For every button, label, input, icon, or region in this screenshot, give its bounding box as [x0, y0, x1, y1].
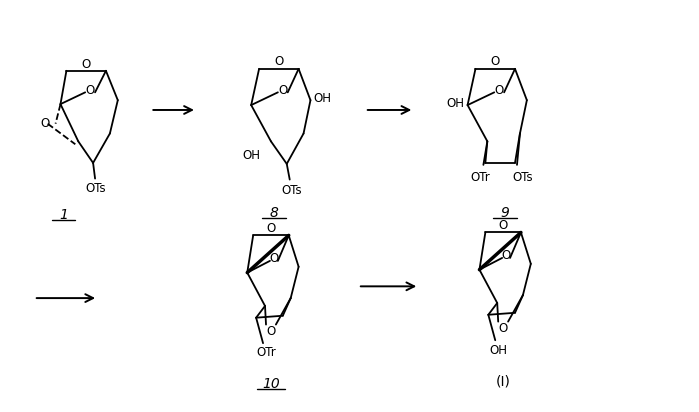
Text: 8: 8 [270, 206, 278, 220]
Text: O: O [278, 84, 287, 97]
Text: O: O [82, 59, 91, 71]
Text: O: O [498, 322, 507, 335]
Text: OTr: OTr [470, 171, 490, 184]
Text: 9: 9 [500, 206, 510, 220]
Text: 1: 1 [59, 208, 68, 222]
Text: OTs: OTs [86, 182, 106, 195]
Text: O: O [274, 56, 284, 68]
Text: OH: OH [242, 149, 260, 162]
Text: O: O [501, 250, 511, 262]
Text: O: O [495, 84, 504, 97]
Text: OH: OH [489, 344, 507, 356]
Text: OTs: OTs [512, 171, 533, 184]
Text: (I): (I) [496, 375, 510, 389]
Text: O: O [40, 117, 50, 130]
Text: O: O [491, 56, 500, 68]
Text: O: O [266, 325, 275, 338]
Text: OTs: OTs [282, 184, 302, 197]
Text: O: O [498, 219, 507, 232]
Text: OTr: OTr [256, 346, 276, 359]
Text: OH: OH [447, 97, 465, 110]
Text: OH: OH [313, 92, 331, 105]
Text: O: O [266, 222, 275, 235]
Text: O: O [85, 84, 95, 97]
Text: O: O [269, 253, 278, 265]
Text: 10: 10 [262, 377, 280, 391]
